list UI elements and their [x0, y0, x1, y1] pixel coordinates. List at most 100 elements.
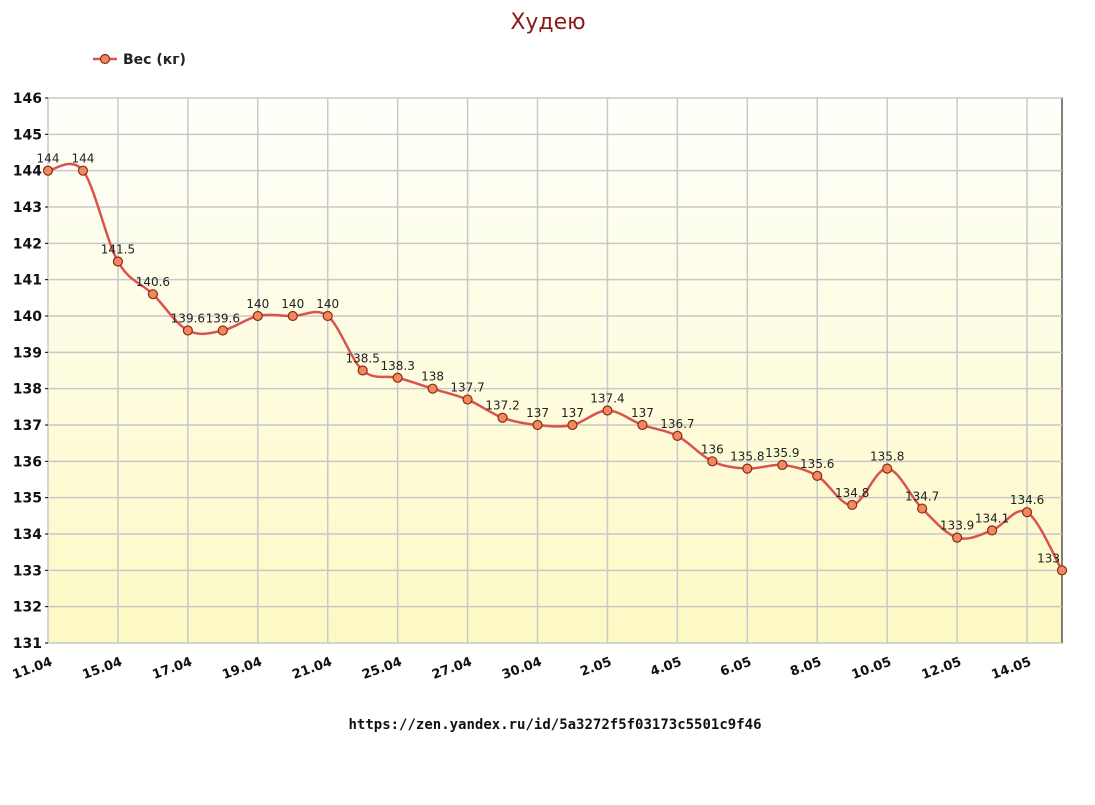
x-axis: 11.04 15.04 17.04 19.04 21.04 25.04 27.04 30.04… [11, 655, 1034, 683]
x-tick-label: 30.04 [500, 655, 544, 683]
x-tick-label: 8.05 [788, 655, 823, 680]
data-label: 134.6 [1010, 493, 1044, 507]
x-tick-label: 17.04 [150, 655, 194, 683]
data-points [42, 165, 1068, 576]
data-label: 135.8 [730, 450, 764, 464]
data-point [392, 372, 403, 383]
data-point [322, 310, 333, 322]
data-label: 135.8 [870, 450, 904, 464]
data-point [812, 470, 823, 481]
data-point [532, 419, 543, 431]
data-point [497, 412, 508, 423]
data-label: 138.3 [380, 359, 414, 373]
chart-title: Худею [510, 10, 585, 35]
data-label: 144 [37, 152, 60, 166]
data-point [462, 394, 473, 405]
x-tick-label: 2.05 [579, 655, 614, 680]
data-point [357, 365, 368, 376]
legend-marker [99, 53, 111, 65]
data-label: 140 [246, 297, 269, 311]
data-point [952, 532, 963, 543]
data-label: 137 [631, 406, 654, 420]
data-point [77, 165, 89, 176]
data-point [986, 525, 998, 536]
data-point [182, 325, 193, 336]
y-tick-label: 132 [13, 600, 42, 616]
y-tick-label: 134 [13, 527, 42, 543]
data-labels: 144 144 141.5 140.6 139.6 139.6 140 140 140 138.5… [37, 152, 1060, 566]
grid [47, 97, 1062, 644]
data-point [602, 405, 613, 416]
y-tick-label: 140 [13, 309, 42, 325]
data-label: 135.9 [765, 446, 799, 460]
y-tick-label: 131 [13, 636, 42, 652]
source-url: https://zen.yandex.ru/id/5a3272f5f03173c… [348, 717, 761, 733]
x-tick-label: 11.04 [11, 655, 55, 683]
data-label: 138 [421, 370, 444, 384]
data-point [147, 289, 158, 300]
x-tick-label: 6.05 [718, 655, 753, 680]
y-tick-label: 138 [13, 382, 42, 398]
y-tick-label: 146 [13, 91, 42, 107]
data-label: 140 [316, 297, 339, 311]
y-tick-label: 143 [13, 200, 42, 216]
data-point [882, 463, 893, 474]
plot-area [47, 97, 1063, 644]
data-label: 134.7 [905, 490, 939, 504]
data-point [777, 459, 788, 471]
x-tick-label: 12.05 [920, 655, 964, 683]
data-label: 135.6 [800, 457, 834, 471]
x-tick-label: 19.04 [220, 655, 264, 683]
x-tick-label: 10.05 [850, 655, 894, 683]
data-label: 139.6 [171, 312, 205, 326]
data-point [742, 463, 753, 474]
y-tick-label: 141 [13, 273, 42, 289]
data-point [672, 430, 683, 441]
x-tick-label: 4.05 [648, 655, 683, 680]
data-point [637, 419, 648, 431]
data-point [252, 310, 263, 322]
y-tick-label: 142 [13, 236, 42, 252]
data-point [917, 503, 928, 514]
data-label: 140 [281, 297, 304, 311]
data-point [1056, 565, 1068, 576]
data-point [567, 419, 578, 431]
data-point [847, 499, 858, 511]
data-label: 133.9 [940, 519, 974, 533]
y-tick-label: 135 [13, 491, 42, 507]
data-label: 144 [72, 152, 95, 166]
data-label: 134.8 [835, 486, 869, 500]
x-tick-label: 15.04 [81, 655, 125, 683]
data-point [427, 383, 438, 394]
legend: Вес (кг) [93, 52, 186, 68]
y-tick-label: 139 [13, 345, 42, 361]
legend-label: Вес (кг) [123, 52, 186, 68]
data-point [217, 325, 228, 336]
y-tick-label: 144 [13, 164, 42, 180]
data-label: 136.7 [660, 417, 694, 431]
x-tick-label: 21.04 [290, 655, 334, 683]
data-point [287, 310, 298, 322]
x-tick-label: 25.04 [360, 655, 404, 683]
x-tick-label: 14.05 [990, 655, 1034, 683]
y-tick-label: 145 [13, 127, 42, 143]
data-point [707, 456, 718, 467]
data-label: 137.4 [590, 391, 624, 405]
data-label: 137.7 [450, 381, 484, 395]
data-label: 140.6 [136, 275, 170, 289]
data-point [42, 165, 54, 176]
data-point [112, 256, 124, 267]
data-label: 137.2 [485, 399, 519, 413]
data-point [1021, 507, 1033, 518]
y-tick-label: 137 [13, 418, 42, 434]
data-label: 141.5 [101, 243, 135, 257]
data-label: 133 [1037, 551, 1060, 565]
data-label: 136 [701, 442, 724, 456]
data-label: 134.1 [975, 511, 1009, 525]
data-label: 139.6 [206, 312, 240, 326]
x-tick-label: 27.04 [430, 655, 474, 683]
data-label: 137 [526, 406, 549, 420]
y-tick-label: 136 [13, 454, 42, 470]
data-label: 138.5 [346, 352, 380, 366]
